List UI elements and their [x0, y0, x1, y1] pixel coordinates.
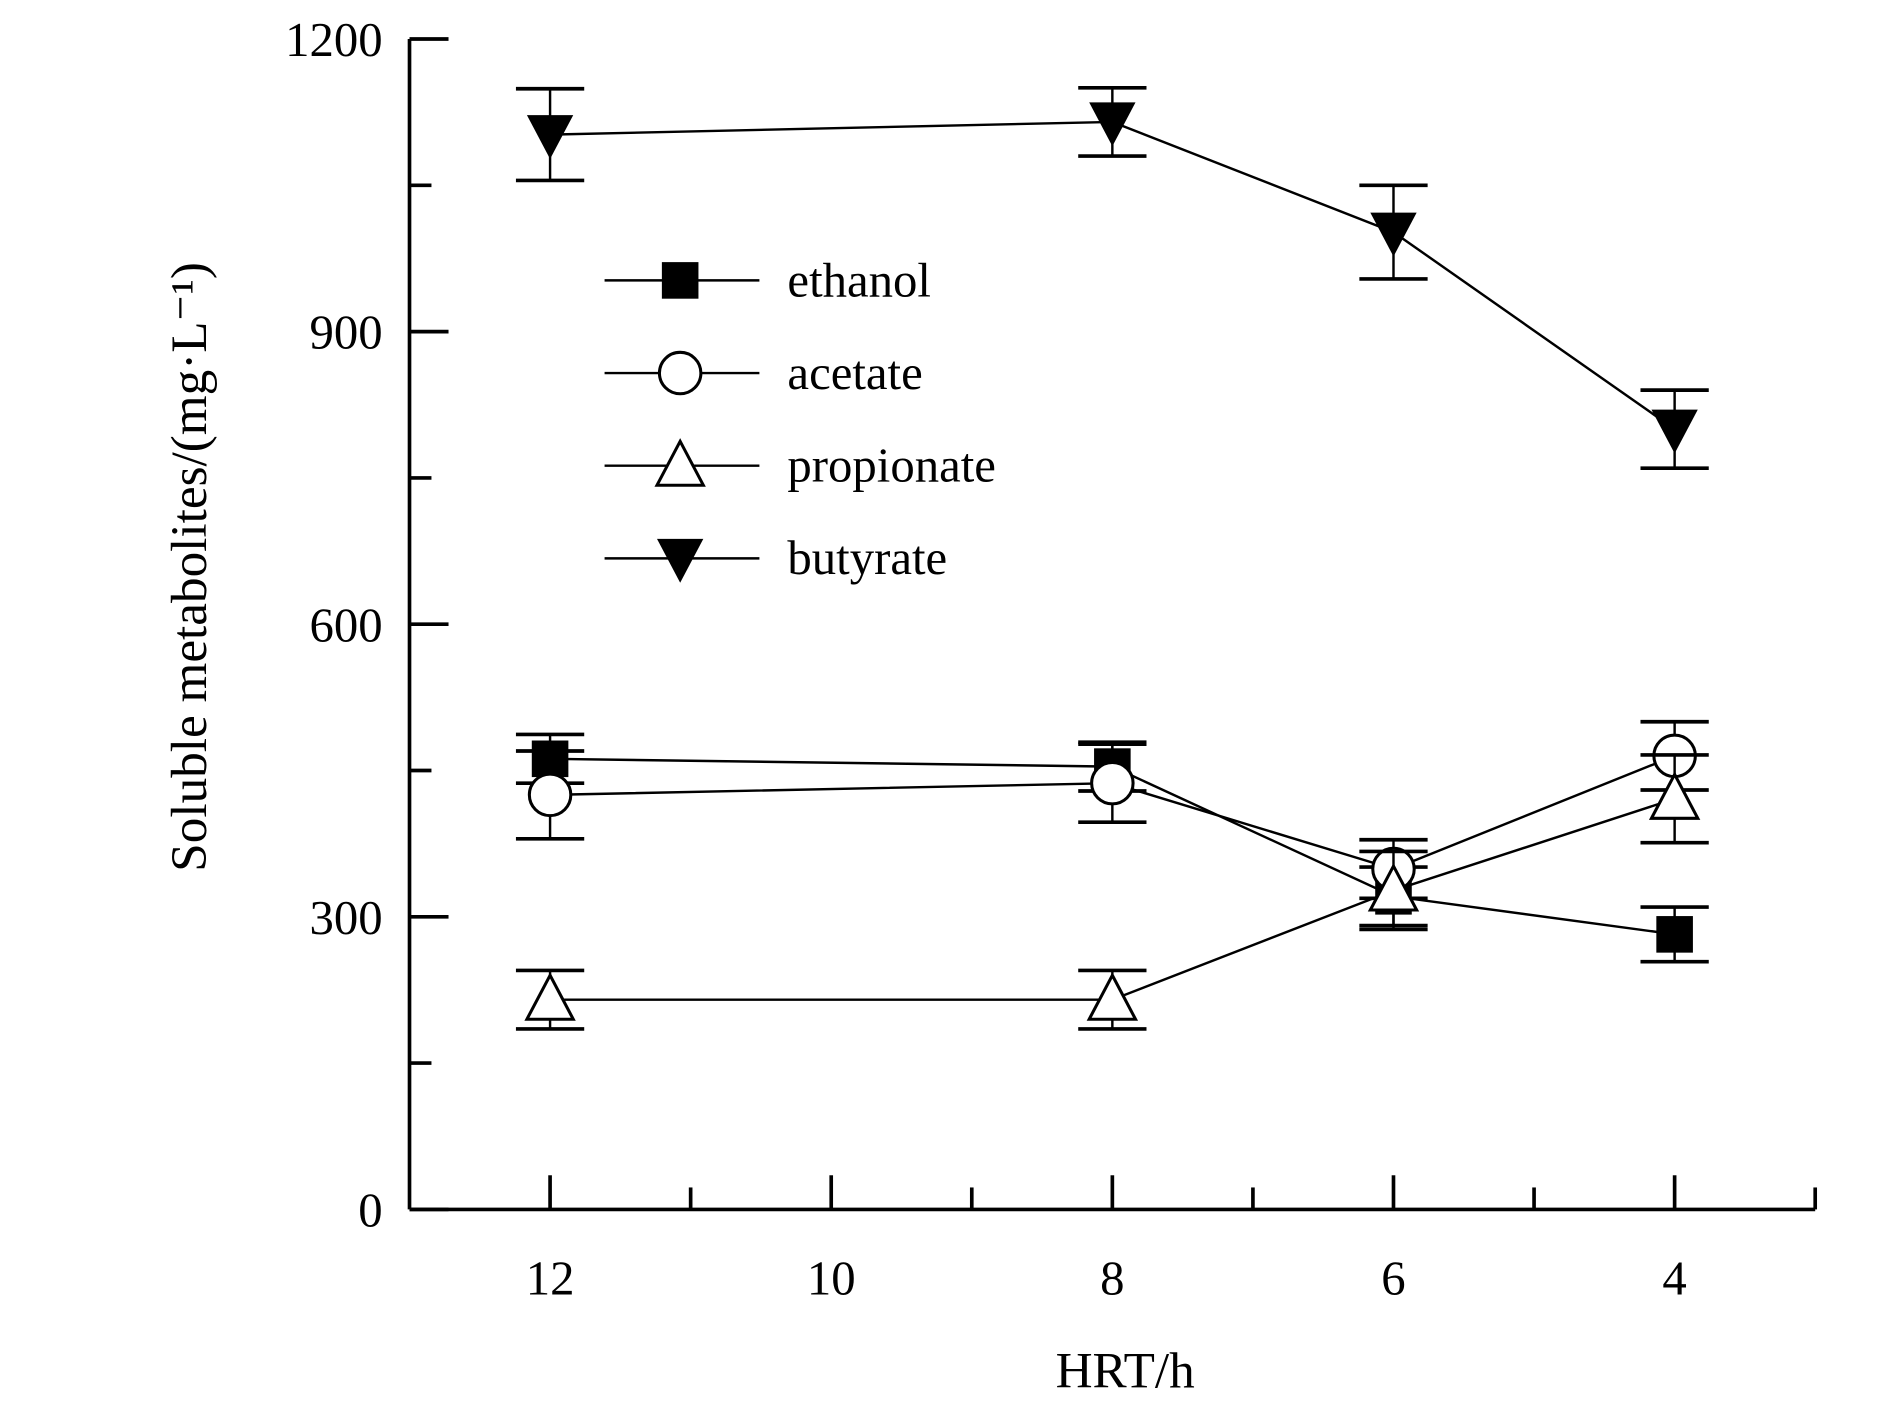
triangle-up-marker	[1086, 972, 1139, 1021]
x-tick-label: 12	[526, 1252, 575, 1306]
butyrate-line	[550, 120, 1676, 431]
x-axis-label: HRT/h	[1056, 1342, 1195, 1399]
x-tick-label: 4	[1662, 1252, 1686, 1306]
x-tick-label: 10	[807, 1252, 856, 1306]
y-tick-label: 300	[310, 891, 383, 945]
x-tick-label: 6	[1381, 1252, 1405, 1306]
circle-marker	[1090, 760, 1135, 806]
y-tick-label: 0	[358, 1183, 382, 1237]
triangle-down-marker	[1089, 102, 1136, 147]
y-tick-label: 600	[310, 598, 383, 652]
propionate-line	[550, 797, 1676, 1001]
square-marker	[661, 262, 699, 299]
triangle-up-marker	[1648, 771, 1701, 820]
legend-item-acetate: acetate	[604, 346, 923, 400]
triangle-down-marker	[526, 115, 574, 159]
legend-label: butyrate	[787, 531, 947, 585]
legend-item-propionate: propionate	[604, 438, 996, 493]
y-axis-label: Soluble metabolites/(mg·L⁻¹)	[161, 262, 218, 872]
y-tick-label: 900	[310, 306, 383, 360]
legend-item-butyrate: butyrate	[604, 531, 947, 585]
x-tick-label: 8	[1100, 1252, 1124, 1306]
legend-label: ethanol	[787, 253, 931, 307]
ethanol-line	[550, 757, 1675, 936]
series-propionate	[515, 753, 1709, 1031]
series-group	[515, 85, 1709, 1031]
circle-marker	[657, 350, 703, 396]
square-marker	[1656, 916, 1693, 953]
legend-label: propionate	[787, 439, 995, 493]
legend-item-ethanol: ethanol	[604, 253, 931, 307]
triangle-down-marker	[1651, 409, 1698, 454]
series-acetate	[515, 719, 1709, 901]
triangle-up-marker	[654, 438, 706, 487]
acetate-line	[550, 754, 1676, 871]
series-butyrate	[515, 85, 1709, 470]
legend: ethanol acetate propionate butyrate	[604, 253, 996, 585]
y-tick-label: 1200	[285, 13, 383, 67]
triangle-up-marker	[1367, 862, 1420, 912]
triangle-down-marker	[1370, 212, 1417, 257]
circle-marker	[527, 772, 573, 818]
legend-label: acetate	[787, 346, 922, 400]
triangle-down-marker	[656, 538, 704, 583]
axes: 0 300 600 900 1200 12 10 8 6 4	[285, 13, 1818, 1306]
triangle-up-marker	[524, 972, 576, 1021]
